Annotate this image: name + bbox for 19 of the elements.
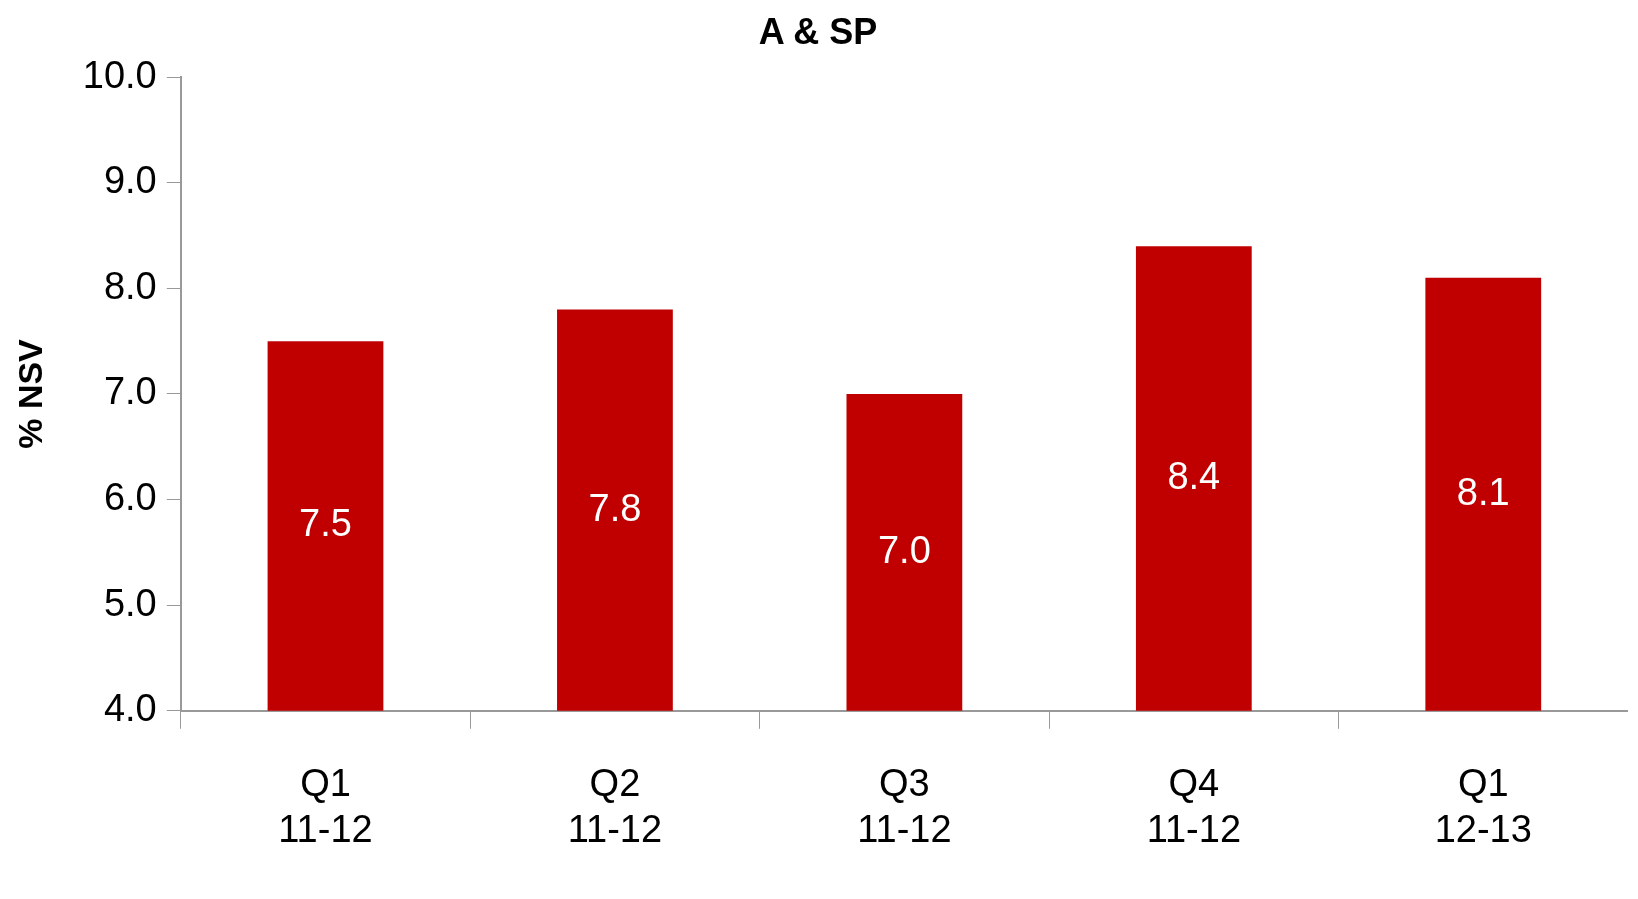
y-tick-label: 9.0	[103, 159, 157, 202]
x-tick-label: Q1 12-13	[1434, 762, 1532, 850]
chart-title: A & SP	[758, 10, 878, 52]
x-tick-label: Q1 11-12	[278, 762, 373, 850]
x-tick-label: Q4 11-12	[1146, 762, 1242, 850]
x-tick-label: Q3 11-12	[857, 762, 952, 850]
y-axis-title: % NSV	[10, 338, 49, 449]
y-tick-label: 7.0	[103, 370, 157, 413]
data-label: 7.0	[877, 528, 931, 571]
data-label: 7.5	[299, 502, 352, 545]
x-tick-label: Q2 11-12	[567, 762, 663, 850]
data-label: 8.4	[1167, 454, 1221, 497]
y-tick-label: 10.0	[82, 53, 157, 96]
data-label: 8.1	[1456, 470, 1510, 513]
y-tick-label: 4.0	[103, 687, 157, 730]
y-tick-label: 6.0	[103, 476, 157, 519]
y-tick-label: 8.0	[103, 264, 157, 307]
data-label: 7.8	[588, 486, 642, 529]
y-tick-label: 5.0	[103, 581, 157, 624]
